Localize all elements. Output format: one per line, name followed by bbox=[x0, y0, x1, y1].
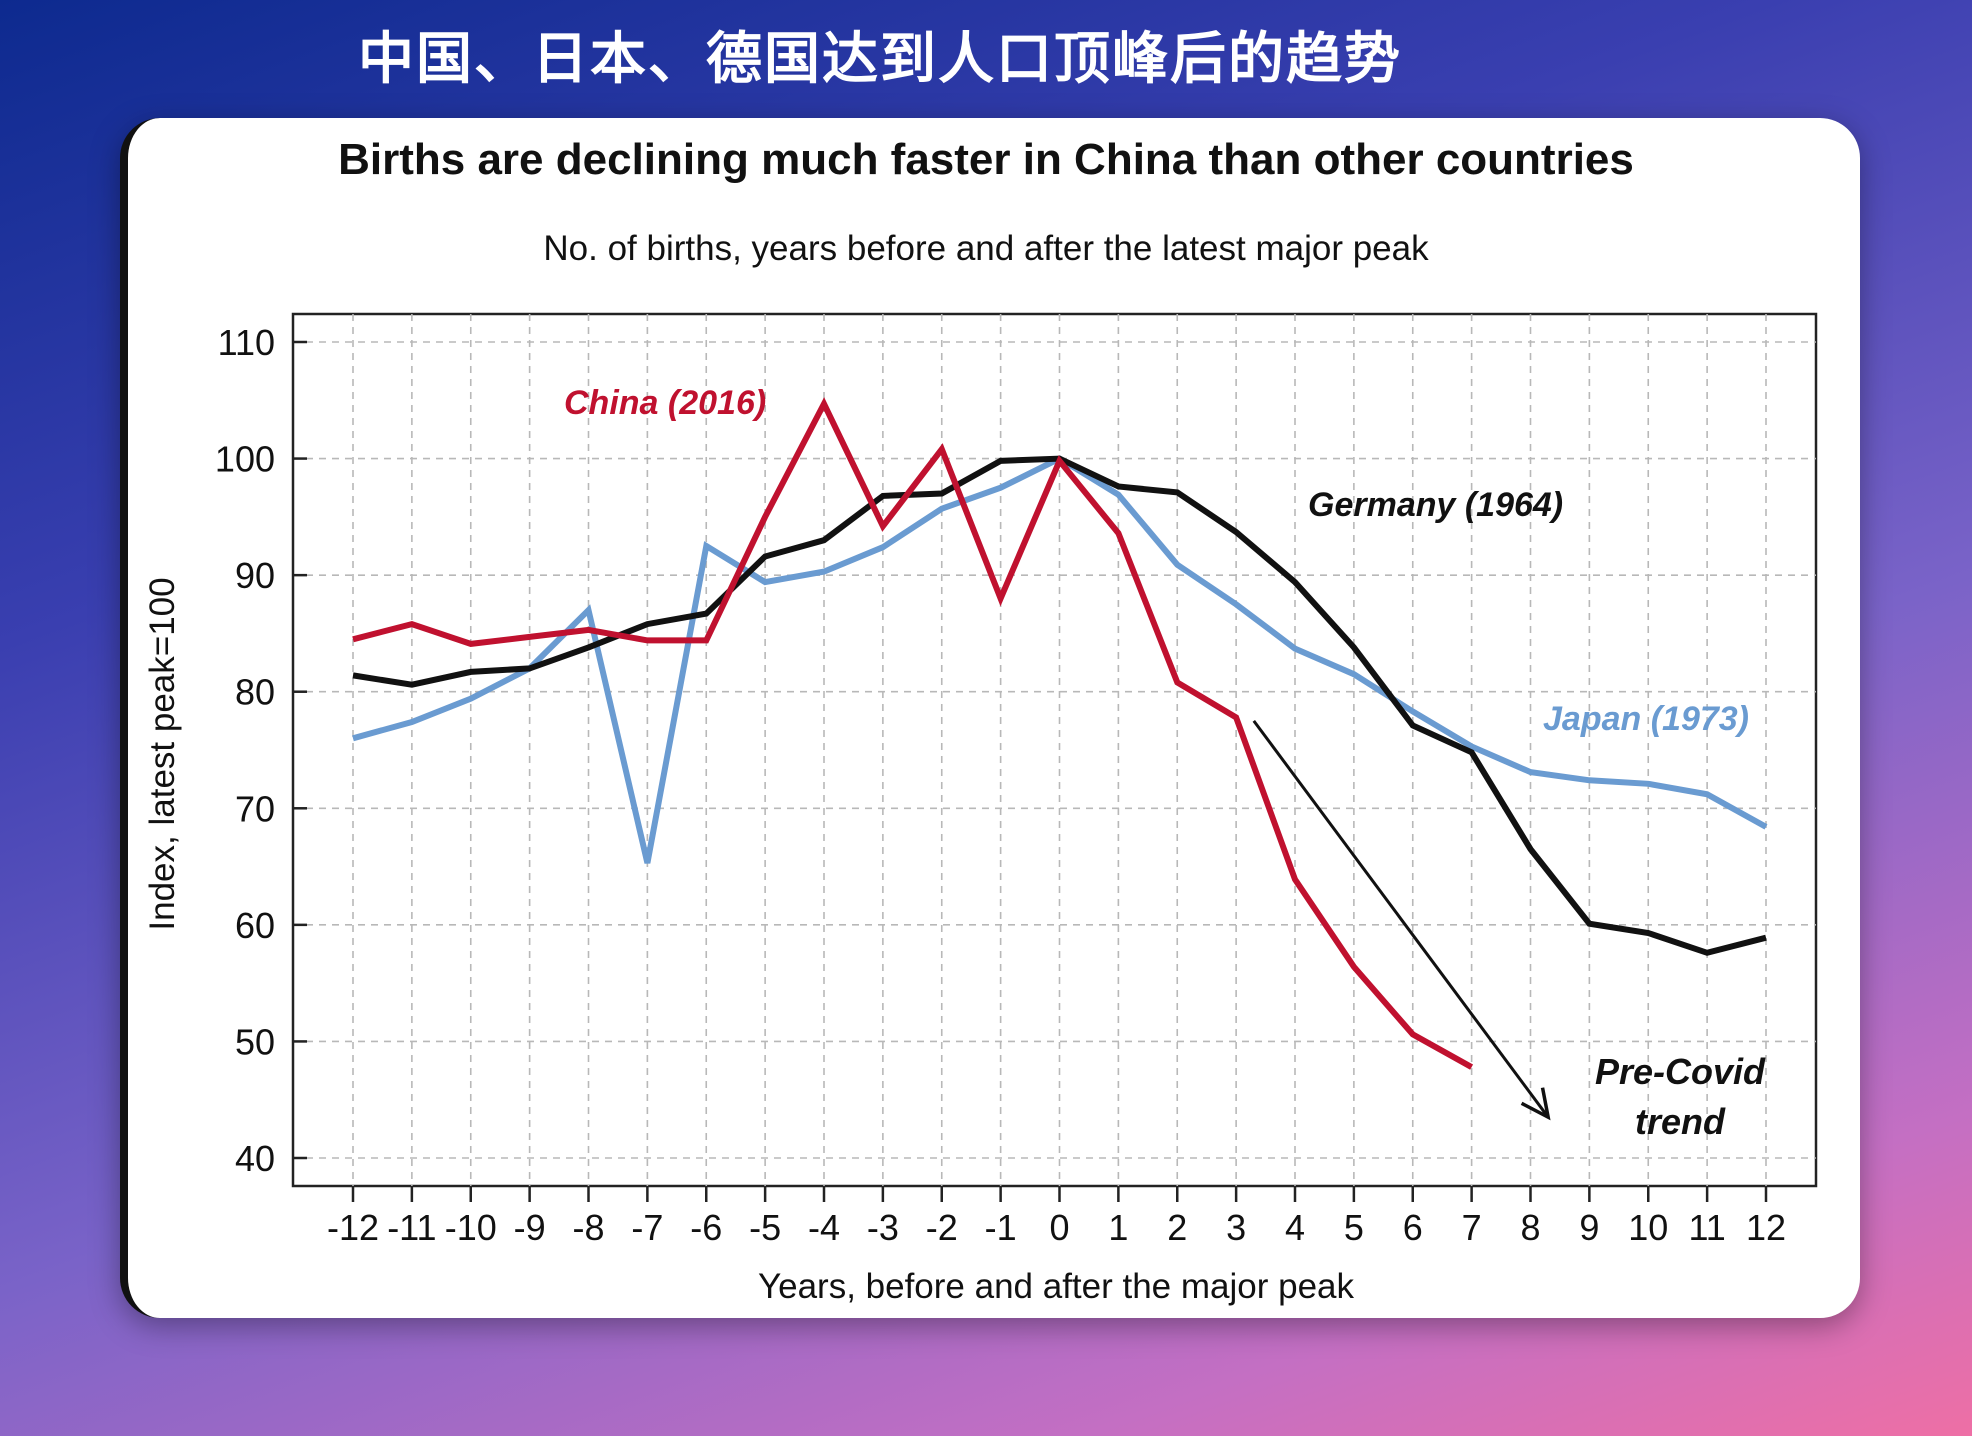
y-tick-label: 80 bbox=[235, 672, 275, 713]
x-tick-label: -10 bbox=[445, 1207, 497, 1248]
china-line bbox=[352, 397, 1474, 1070]
x-tick-label: -12 bbox=[327, 1207, 379, 1248]
x-tick-label: 0 bbox=[1049, 1207, 1069, 1248]
y-axis-label: Index, latest peak=100 bbox=[143, 577, 182, 930]
x-tick-label: -1 bbox=[985, 1207, 1017, 1248]
y-tick-label: 110 bbox=[218, 322, 275, 363]
chart-title: Births are declining much faster in Chin… bbox=[338, 135, 1634, 184]
chart-subtitle: No. of births, years before and after th… bbox=[543, 229, 1429, 268]
x-tick-label: -7 bbox=[631, 1207, 663, 1248]
x-axis-label: Years, before and after the major peak bbox=[758, 1267, 1355, 1306]
x-tick-label: 8 bbox=[1520, 1207, 1540, 1248]
y-tick-label: 100 bbox=[215, 439, 275, 480]
x-tick-label: 10 bbox=[1628, 1207, 1668, 1248]
x-tick-label: -11 bbox=[387, 1207, 436, 1248]
trend-label: trend bbox=[1635, 1101, 1726, 1142]
x-tick-label: 4 bbox=[1285, 1207, 1305, 1248]
x-tick-label: -5 bbox=[749, 1207, 781, 1248]
x-tick-label: 9 bbox=[1579, 1207, 1599, 1248]
chart-card: Births are declining much faster in Chin… bbox=[120, 118, 1860, 1318]
japan-series-label: Japan (1973) bbox=[1543, 700, 1749, 738]
trend-arrow-line bbox=[1252, 719, 1550, 1119]
x-tick-label: 3 bbox=[1226, 1207, 1246, 1248]
x-tick-label: -8 bbox=[572, 1207, 604, 1248]
germany-series-label: Germany (1964) bbox=[1308, 486, 1563, 524]
y-tick-label: 90 bbox=[235, 555, 275, 596]
x-tick-label: 1 bbox=[1108, 1207, 1128, 1248]
y-tick-label: 50 bbox=[235, 1021, 275, 1062]
series-labels: China (2016) Germany (1964) Japan (1973) bbox=[564, 384, 1749, 738]
x-tick-label: 12 bbox=[1746, 1207, 1786, 1248]
pre-covid-trend-annotation: Pre-Covid trend bbox=[1252, 719, 1766, 1142]
x-tick-label: -2 bbox=[926, 1207, 958, 1248]
china-series-label: China (2016) bbox=[564, 384, 766, 422]
x-tick-label: 2 bbox=[1167, 1207, 1187, 1248]
x-tick-label: 7 bbox=[1462, 1207, 1482, 1248]
trend-arrow-head bbox=[1520, 1087, 1551, 1121]
x-tick-label: -4 bbox=[808, 1207, 840, 1248]
series-lines bbox=[352, 397, 1768, 1070]
x-tick-label: -6 bbox=[690, 1207, 722, 1248]
x-tick-label: -3 bbox=[867, 1207, 899, 1248]
banner-title: 中国、日本、德国达到人口顶峰后的趋势 bbox=[358, 27, 1402, 92]
x-tick-label: 6 bbox=[1403, 1207, 1423, 1248]
y-tick-label: 60 bbox=[235, 905, 275, 946]
line-chart: Births are declining much faster in Chin… bbox=[143, 135, 1818, 1306]
x-tick-label: -9 bbox=[514, 1207, 546, 1248]
y-tick-label: 40 bbox=[235, 1138, 275, 1179]
x-tick-label: 11 bbox=[1688, 1207, 1725, 1248]
plot-frame bbox=[291, 312, 1818, 1188]
pre-covid-label: Pre-Covid bbox=[1595, 1051, 1766, 1092]
grid bbox=[291, 312, 1818, 1188]
x-tick-label: 5 bbox=[1344, 1207, 1364, 1248]
y-tick-label: 70 bbox=[235, 788, 275, 829]
